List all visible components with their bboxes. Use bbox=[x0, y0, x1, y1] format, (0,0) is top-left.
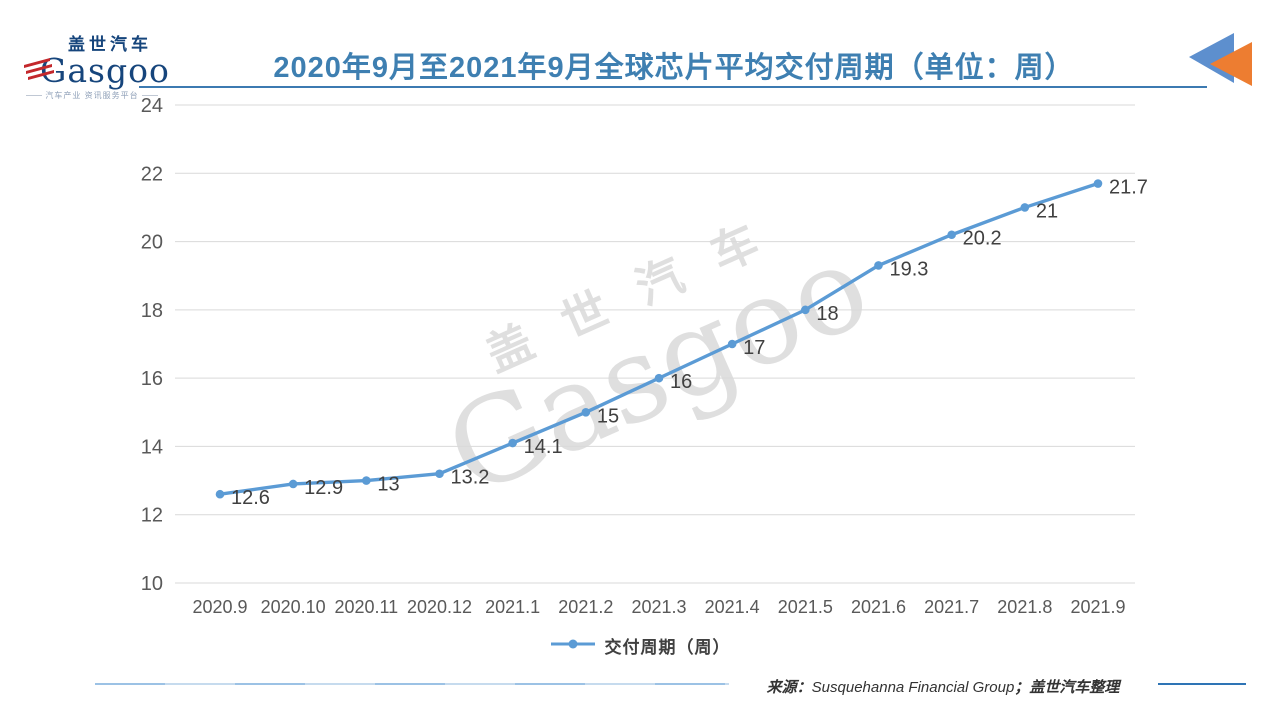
x-axis-tick-label: 2020.12 bbox=[407, 597, 472, 617]
data-point-marker bbox=[362, 476, 371, 485]
legend-marker-icon bbox=[550, 637, 596, 655]
y-axis-tick-label: 16 bbox=[141, 368, 163, 390]
logo-wordmark: Gasgoo bbox=[40, 51, 170, 90]
page-title: 2020年9月至2021年9月全球芯片平均交付周期（单位：周） bbox=[273, 52, 1075, 84]
data-point-marker bbox=[1093, 179, 1103, 188]
data-label: 21.7 bbox=[1109, 177, 1148, 199]
data-point-marker bbox=[1020, 203, 1030, 212]
source-separator: ； bbox=[1014, 679, 1030, 696]
source-note: 来源：Susquehanna Financial Group；盖世汽车整理 bbox=[736, 676, 1150, 697]
logo-speed-stripes-icon bbox=[24, 56, 58, 85]
x-axis-tick-label: 2020.10 bbox=[261, 597, 326, 617]
legend: 交付周期（周） bbox=[0, 633, 1280, 658]
data-label: 16 bbox=[670, 371, 692, 393]
x-axis-tick-label: 2021.7 bbox=[924, 597, 979, 617]
data-label: 12.9 bbox=[304, 477, 343, 499]
data-label: 12.6 bbox=[231, 487, 270, 509]
y-axis-tick-label: 24 bbox=[141, 95, 163, 117]
x-axis-tick-label: 2020.11 bbox=[334, 597, 398, 617]
data-point-marker bbox=[727, 339, 737, 349]
y-axis-tick-label: 14 bbox=[141, 436, 163, 458]
y-axis-tick-label: 12 bbox=[141, 505, 163, 527]
data-point-marker bbox=[947, 230, 956, 240]
footer-right-rule bbox=[1158, 683, 1246, 685]
gasgoo-logo: 盖世汽车 Gasgoo 汽车产业 资讯服务平台 bbox=[24, 35, 169, 101]
legend-label: 交付周期（周） bbox=[604, 638, 731, 657]
data-label: 20.2 bbox=[963, 228, 1002, 250]
title-underline bbox=[139, 86, 1207, 88]
data-label: 21 bbox=[1036, 200, 1058, 222]
x-axis-tick-label: 2021.9 bbox=[1070, 597, 1125, 617]
data-label: 15 bbox=[597, 405, 619, 427]
corner-triangles-icon bbox=[1183, 28, 1253, 95]
x-axis-tick-label: 2021.2 bbox=[558, 597, 613, 617]
tagline-left-rule bbox=[26, 95, 43, 96]
data-point-marker bbox=[801, 305, 810, 315]
x-axis-tick-label: 2020.9 bbox=[192, 597, 247, 617]
data-point-marker bbox=[435, 469, 444, 479]
data-point-marker bbox=[215, 489, 225, 499]
data-label: 17 bbox=[743, 337, 765, 359]
source-prefix: 来源： bbox=[766, 679, 812, 696]
x-axis-tick-label: 2021.4 bbox=[705, 597, 760, 617]
y-axis-tick-label: 18 bbox=[141, 300, 163, 322]
x-axis-tick-label: 2021.3 bbox=[631, 597, 686, 617]
data-point-marker bbox=[508, 438, 517, 448]
y-axis-tick-label: 22 bbox=[141, 163, 163, 185]
tagline-right-rule bbox=[141, 95, 159, 96]
data-label: 19.3 bbox=[890, 258, 929, 280]
y-axis-tick-label: 10 bbox=[141, 573, 163, 595]
data-label: 13 bbox=[377, 474, 399, 496]
data-point-marker bbox=[288, 479, 298, 489]
x-axis-tick-label: 2021.1 bbox=[485, 597, 540, 617]
logo-chinese-name: 盖世汽车 bbox=[68, 35, 152, 54]
data-label: 13.2 bbox=[451, 467, 490, 489]
y-axis-tick-label: 20 bbox=[141, 232, 163, 254]
logo-tagline: 汽车产业 资讯服务平台 bbox=[26, 90, 159, 101]
footer-left-rule bbox=[95, 683, 729, 685]
data-point-marker bbox=[581, 407, 591, 417]
source-suffix: 盖世汽车整理 bbox=[1029, 679, 1120, 696]
data-point-marker bbox=[874, 261, 883, 270]
source-name: Susquehanna Financial Group bbox=[811, 679, 1015, 696]
x-axis-tick-label: 2021.8 bbox=[997, 597, 1052, 617]
x-axis-tick-label: 2021.5 bbox=[778, 597, 833, 617]
data-label: 14.1 bbox=[524, 436, 563, 458]
data-point-marker bbox=[654, 373, 664, 383]
data-label: 18 bbox=[816, 303, 838, 325]
x-axis-tick-label: 2021.6 bbox=[851, 597, 906, 617]
tagline-text: 汽车产业 资讯服务平台 bbox=[45, 91, 139, 100]
